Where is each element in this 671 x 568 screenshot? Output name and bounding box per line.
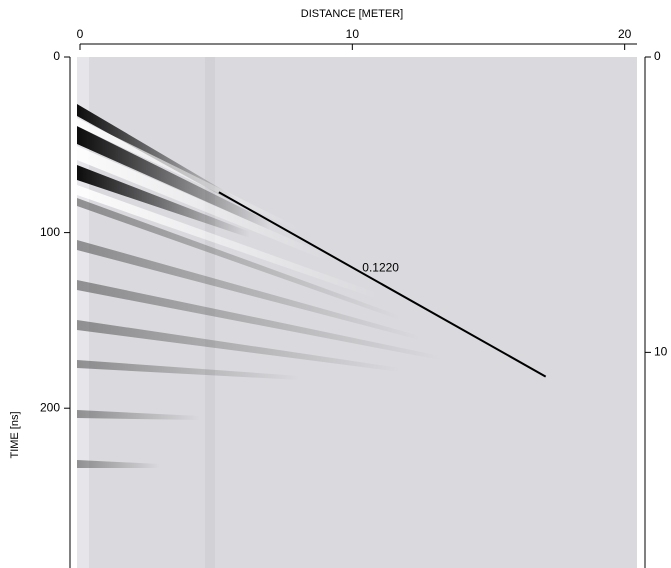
radargram-texture — [77, 57, 440, 568]
x-axis-label: DISTANCE [METER] — [301, 8, 403, 20]
y-axis-label: TIME [ns] — [9, 411, 21, 458]
fitted-line — [218, 191, 547, 378]
y-tick-label: 200 — [40, 400, 60, 414]
x-tick-label: 20 — [618, 27, 632, 41]
y2-tick-label: 10 — [654, 345, 668, 359]
velocity-annotation: 0.1220 — [362, 261, 399, 275]
y-tick-label: 100 — [40, 225, 60, 239]
x-tick-label: 10 — [346, 27, 360, 41]
plot-area — [77, 57, 637, 568]
x-tick-label: 0 — [77, 27, 84, 41]
y2-tick-label: 0 — [654, 49, 661, 63]
y-tick-label: 0 — [53, 49, 60, 63]
